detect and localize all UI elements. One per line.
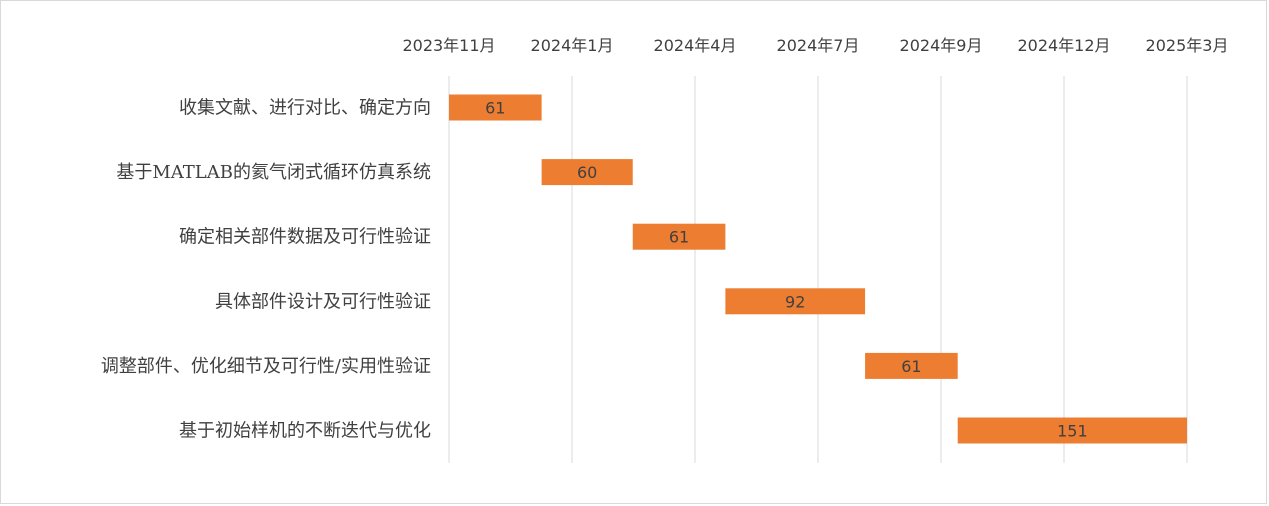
category-label: 调整部件、优化细节及可行性/实用性验证 xyxy=(101,356,431,377)
bar-value-label: 60 xyxy=(577,163,597,182)
x-tick-label: 2024年9月 xyxy=(900,36,983,55)
category-label: 确定相关部件数据及可行性验证 xyxy=(179,227,431,248)
x-tick-label: 2024年4月 xyxy=(654,36,737,55)
x-tick-label: 2024年12月 xyxy=(1017,36,1110,55)
x-tick-label: 2024年1月 xyxy=(531,36,614,55)
category-label: 基于MATLAB的氦气闭式循环仿真系统 xyxy=(116,162,431,183)
bar-value-label: 92 xyxy=(785,292,805,311)
x-tick-label: 2024年7月 xyxy=(777,36,860,55)
bar xyxy=(632,223,726,250)
bar xyxy=(541,159,633,186)
bar-value-label: 61 xyxy=(485,99,505,118)
category-label: 收集文献、进行对比、确定方向 xyxy=(179,98,431,119)
category-label: 基于初始样机的不断迭代与优化 xyxy=(179,421,431,442)
x-axis-tick-labels: 2023年11月 2024年1月 2024年4月 2024年7月 2024年9月 2024… xyxy=(402,36,1228,55)
bar-value-label: 61 xyxy=(669,228,689,247)
bar xyxy=(865,352,958,379)
category-labels: 收集文献、进行对比、确定方向基于MATLAB的氦气闭式循环仿真系统确定相关部件数… xyxy=(101,98,431,442)
bar xyxy=(725,288,866,315)
bar-value-label: 61 xyxy=(901,357,921,376)
category-label: 具体部件设计及可行性验证 xyxy=(215,291,431,312)
bar xyxy=(449,94,542,121)
x-tick-label: 2025年3月 xyxy=(1146,36,1229,55)
bar-value-label: 151 xyxy=(1057,422,1088,441)
x-tick-label: 2023年11月 xyxy=(402,36,495,55)
grid-lines xyxy=(448,76,1188,463)
bars: 61 60 61 92 61 151 xyxy=(449,94,1187,444)
bar xyxy=(957,417,1187,444)
